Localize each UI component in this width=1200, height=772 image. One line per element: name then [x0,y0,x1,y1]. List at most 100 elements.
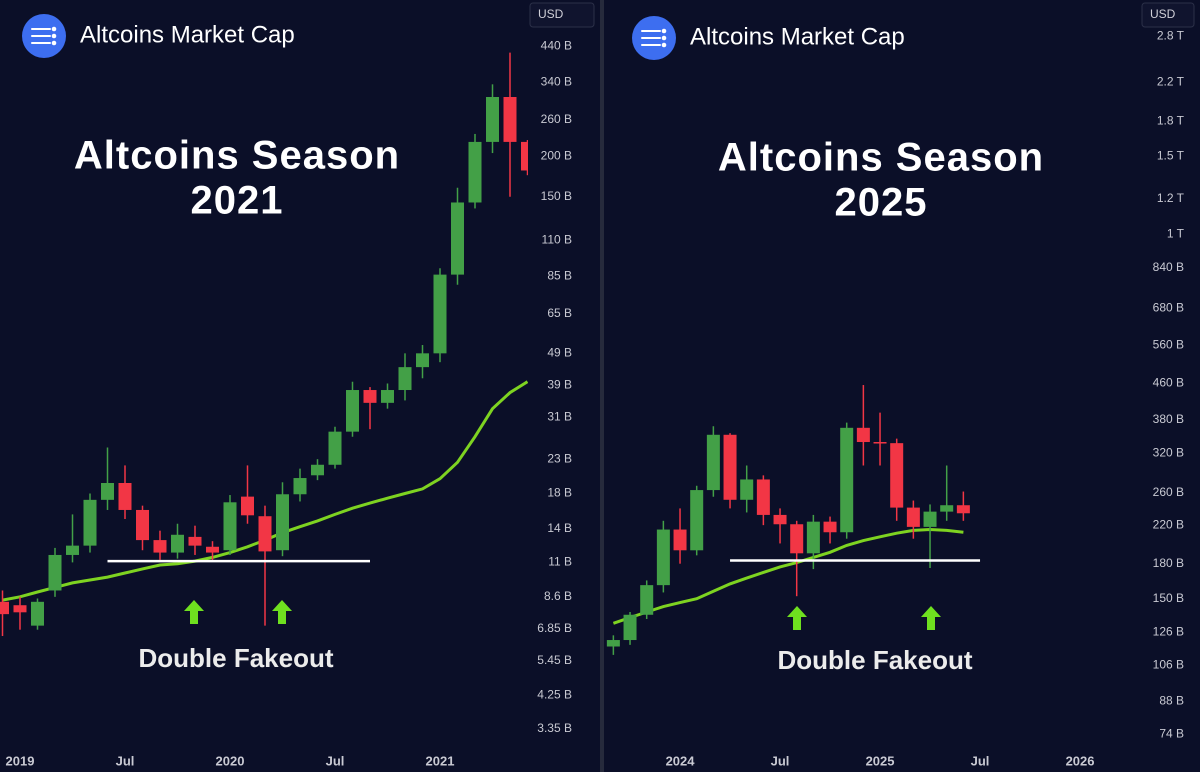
candle-body [328,431,342,465]
moving-average [612,527,964,625]
y-tick-label: 126 B [1153,624,1184,638]
arrow [921,606,941,630]
y-tick-label: 4.25 B [537,688,572,702]
chart-title: Altcoins Season [718,136,1044,180]
y-tick-label: 560 B [1153,338,1184,352]
candle-body [723,434,737,500]
annotation: Double Fakeout [138,643,333,673]
x-tick-label: Jul [116,753,135,768]
candle-body [48,554,62,591]
currency-label: USD [538,7,564,21]
y-tick-label: 1.2 T [1157,191,1185,205]
candle-body [640,585,654,615]
currency-box [1141,2,1195,28]
candle-body [468,141,482,203]
candle-body [153,540,167,553]
y-tick-label: 1.8 T [1157,113,1185,127]
candle-body [451,202,464,275]
arrows [184,600,941,630]
plot-area [606,385,981,655]
y-tick-label: 39 B [547,377,572,391]
annotation: Double Fakeout [777,645,972,675]
candle-body [83,499,97,546]
arrow [184,600,204,624]
candle-body [188,536,202,546]
x-tick-label: 2026 [1066,753,1095,768]
candle-body [311,464,324,476]
y-tick-label: 180 B [1153,556,1184,570]
candle-body [840,427,854,533]
candle-body [293,478,307,495]
candle-body [118,482,132,510]
candle-body [206,546,219,553]
candle-body [690,490,704,551]
x-tick-label: Jul [326,753,345,768]
candle-body [521,141,528,171]
header-title: Altcoins Market Cap [80,21,295,48]
y-tick-label: 260 B [1153,485,1184,499]
y-tick-label: 3.35 B [537,721,572,735]
y-tick-label: 106 B [1153,658,1184,672]
candle-body [890,443,904,508]
candle-body [673,529,687,551]
chart-subtitle: 2021 [191,179,284,223]
y-tick-label: 150 B [1153,591,1184,605]
y-tick-label: 14 B [547,521,572,535]
candle-body [773,514,787,525]
candle-body [241,496,254,516]
y-tick-label: 88 B [1159,693,1184,707]
x-tick-label: 2021 [426,753,455,768]
candle-body [346,390,359,432]
y-tick-label: 340 B [541,74,572,88]
candle-body [398,367,412,391]
x-tick-label: 2019 [6,753,35,768]
y-tick-label: 85 B [547,268,572,282]
candle-body [171,534,184,553]
y-tick-label: 110 B [542,232,572,246]
y-tick-label: 150 B [541,189,572,203]
arrow [787,606,807,630]
candle-body [656,529,670,586]
logo-dot [661,28,667,34]
y-tick-label: 8.6 B [544,589,572,603]
candle-body [823,521,837,533]
y-tick-label: 1.5 T [1157,148,1185,162]
chart-subtitle: 2025 [835,181,928,225]
y-tick-label: 74 B [1159,727,1184,741]
candle-body [956,505,970,514]
logo-dot [51,26,57,32]
y-tick-label: 2.8 T [1157,28,1185,42]
y-tick-label: 23 B [547,451,572,465]
candle-body [486,96,499,142]
y-tick-label: 200 B [541,149,572,163]
candle-body [416,353,429,368]
candle-body [363,390,377,403]
y-tick-label: 6.85 B [537,621,572,635]
candle-body [940,505,954,512]
y-tick-label: 260 B [541,112,572,126]
candle-body [433,274,447,354]
logo-dot [661,35,667,41]
y-tick-label: 5.45 B [537,653,572,667]
y-tick-label: 320 B [1153,445,1184,459]
panel-divider [600,0,604,772]
y-tick-label: 31 B [547,410,572,424]
candle-body [66,545,79,555]
candle-body [706,434,720,491]
candle-body [906,507,920,527]
chart-title: Altcoins Season [74,134,400,178]
logo-dot [51,40,57,46]
logo-dot [661,42,667,48]
candle-body [13,605,27,613]
candle-body [223,502,237,551]
y-tick-label: 380 B [1153,412,1184,426]
candle-body [923,511,937,527]
y-tick-label: 680 B [1153,300,1184,314]
y-tick-label: 440 B [541,38,572,52]
y-tick-label: 1 T [1167,226,1185,240]
candle-body [806,521,820,554]
y-tick-label: 18 B [547,486,572,500]
candle-body [381,390,394,403]
y-tick-label: 220 B [1153,517,1184,531]
